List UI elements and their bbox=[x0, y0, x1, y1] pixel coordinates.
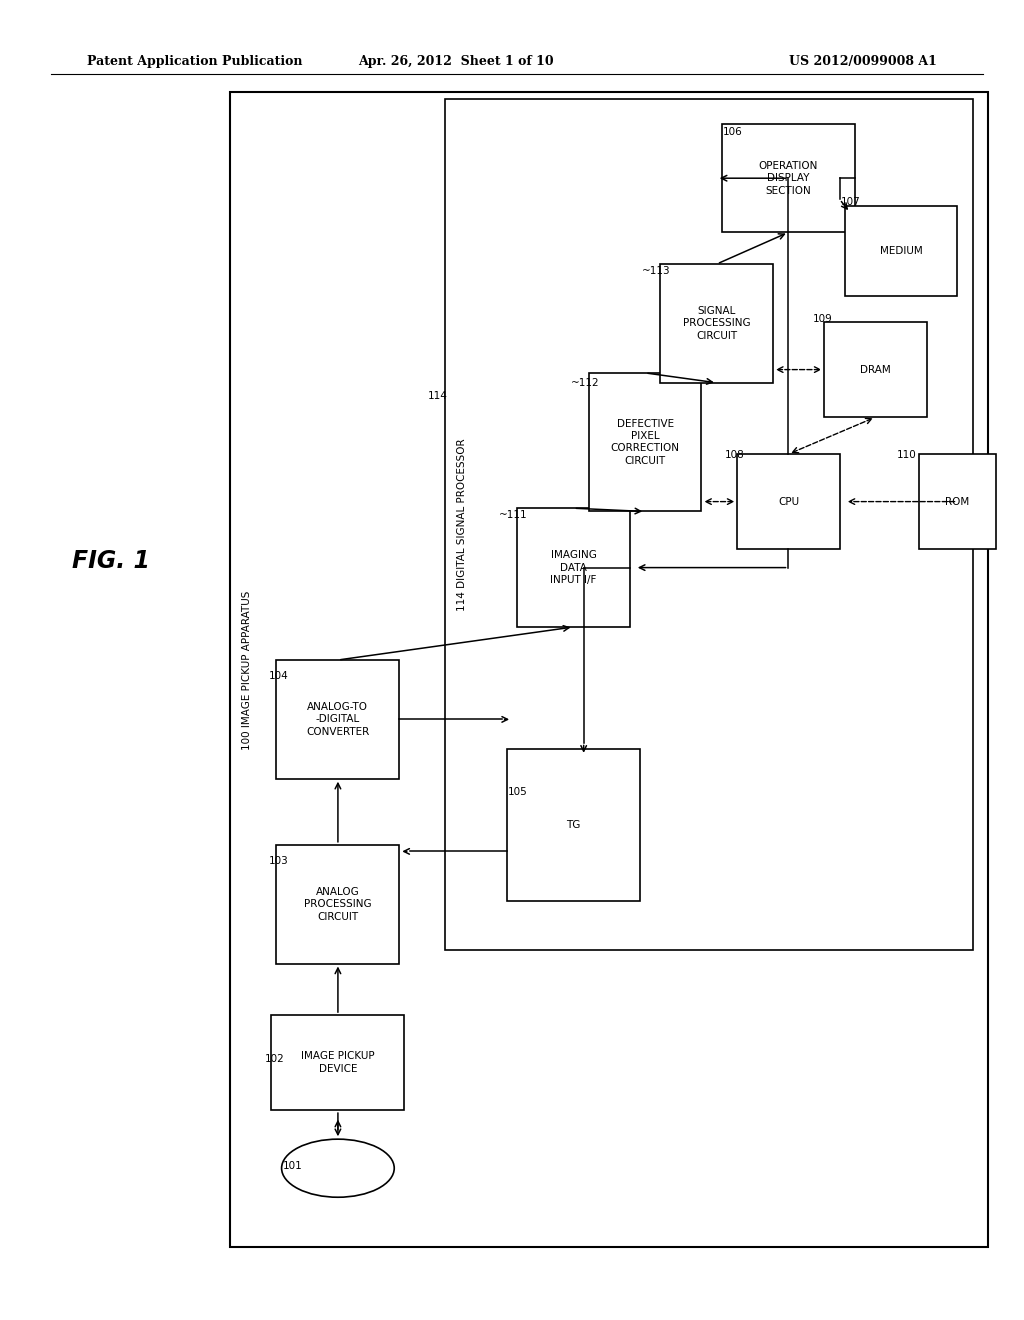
Text: ~112: ~112 bbox=[570, 378, 599, 388]
Bar bbox=[445, 99, 973, 950]
Text: IMAGE PICKUP
DEVICE: IMAGE PICKUP DEVICE bbox=[301, 1052, 375, 1073]
Bar bbox=[507, 750, 640, 900]
Text: OPERATION
DISPLAY
SECTION: OPERATION DISPLAY SECTION bbox=[759, 161, 818, 195]
Text: ~111: ~111 bbox=[499, 510, 527, 520]
Text: 108: 108 bbox=[725, 450, 744, 461]
Text: US 2012/0099008 A1: US 2012/0099008 A1 bbox=[790, 55, 937, 69]
Bar bbox=[517, 508, 630, 627]
Text: 114 DIGITAL SIGNAL PROCESSOR: 114 DIGITAL SIGNAL PROCESSOR bbox=[457, 438, 467, 611]
Bar bbox=[230, 92, 988, 1247]
Bar bbox=[845, 206, 957, 296]
Bar bbox=[276, 660, 399, 779]
Bar bbox=[589, 372, 701, 511]
Bar bbox=[722, 124, 855, 232]
Text: ~113: ~113 bbox=[642, 265, 671, 276]
Text: 103: 103 bbox=[269, 855, 289, 866]
Text: ROM: ROM bbox=[945, 496, 970, 507]
Bar bbox=[824, 322, 927, 417]
Bar bbox=[737, 454, 840, 549]
Text: MEDIUM: MEDIUM bbox=[880, 246, 923, 256]
Text: 106: 106 bbox=[723, 127, 742, 137]
Text: 104: 104 bbox=[269, 671, 289, 681]
Ellipse shape bbox=[282, 1139, 394, 1197]
Bar bbox=[271, 1015, 404, 1110]
Text: DRAM: DRAM bbox=[860, 364, 891, 375]
Text: 114: 114 bbox=[428, 391, 447, 401]
Text: FIG. 1: FIG. 1 bbox=[72, 549, 150, 573]
Bar bbox=[920, 454, 995, 549]
Bar bbox=[276, 845, 399, 964]
Text: Apr. 26, 2012  Sheet 1 of 10: Apr. 26, 2012 Sheet 1 of 10 bbox=[357, 55, 554, 69]
Text: ANALOG
PROCESSING
CIRCUIT: ANALOG PROCESSING CIRCUIT bbox=[304, 887, 372, 921]
Text: TG: TG bbox=[566, 820, 581, 830]
Bar bbox=[660, 264, 773, 383]
Text: Patent Application Publication: Patent Application Publication bbox=[87, 55, 302, 69]
Text: 109: 109 bbox=[813, 314, 833, 325]
Text: 107: 107 bbox=[841, 197, 860, 207]
Text: 110: 110 bbox=[897, 450, 916, 461]
Text: 100 IMAGE PICKUP APPARATUS: 100 IMAGE PICKUP APPARATUS bbox=[242, 590, 252, 750]
Text: IMAGING
DATA
INPUT I/F: IMAGING DATA INPUT I/F bbox=[550, 550, 597, 585]
Text: CPU: CPU bbox=[778, 496, 799, 507]
Text: 101: 101 bbox=[283, 1160, 302, 1171]
Text: 102: 102 bbox=[265, 1053, 285, 1064]
Text: ANALOG-TO
-DIGITAL
CONVERTER: ANALOG-TO -DIGITAL CONVERTER bbox=[306, 702, 370, 737]
Text: SIGNAL
PROCESSING
CIRCUIT: SIGNAL PROCESSING CIRCUIT bbox=[683, 306, 751, 341]
Text: 105: 105 bbox=[508, 787, 527, 797]
Text: DEFECTIVE
PIXEL
CORRECTION
CIRCUIT: DEFECTIVE PIXEL CORRECTION CIRCUIT bbox=[610, 418, 680, 466]
